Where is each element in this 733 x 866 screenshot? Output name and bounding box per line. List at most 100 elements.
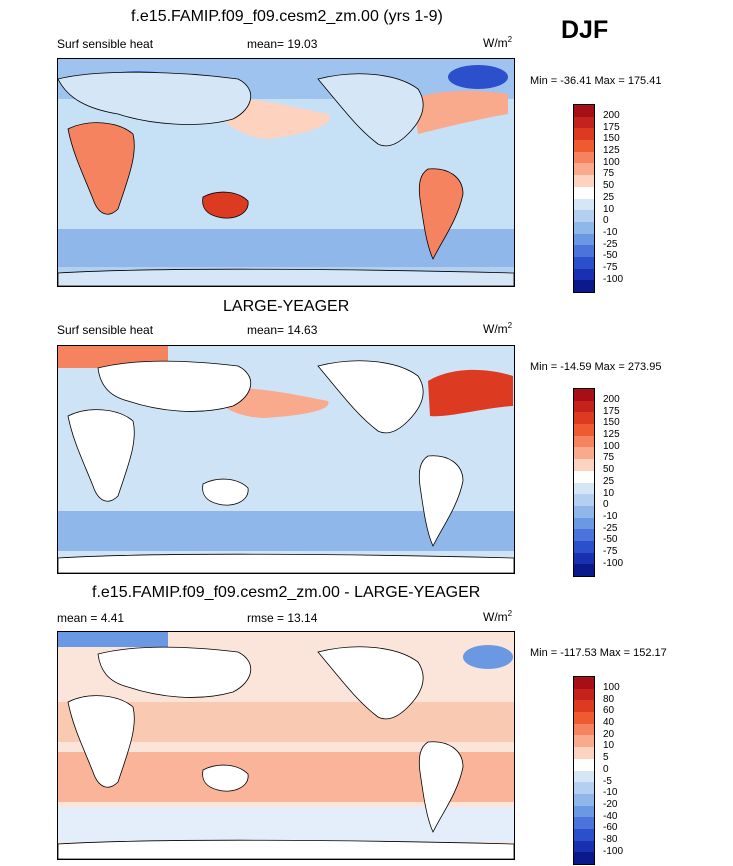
season-label: DJF bbox=[561, 16, 609, 44]
panel-1-mean-label: mean= 19.03 bbox=[247, 37, 318, 51]
colorbar-swatch bbox=[574, 256, 594, 269]
colorbar-swatch bbox=[574, 712, 594, 724]
colorbar-swatch bbox=[574, 140, 594, 152]
colorbar-tick-label: -25 bbox=[603, 522, 618, 534]
colorbar-swatch bbox=[574, 564, 594, 576]
colorbar-swatch bbox=[574, 782, 594, 794]
panel-1-units: W/m2 bbox=[483, 35, 513, 50]
panel-3-colorbar-labels: 100 80 60 40 20 10 5 0 -5 -10 -20 -40 -60 -80 -100 bbox=[603, 683, 623, 858]
panel-1-map bbox=[57, 58, 515, 287]
colorbar-swatch bbox=[574, 186, 594, 199]
eurasia bbox=[97, 646, 252, 698]
colorbar-swatch bbox=[574, 459, 594, 471]
panel-3-colorbar bbox=[573, 676, 595, 865]
colorbar-swatch bbox=[574, 268, 594, 281]
colorbar-tick-label: 125 bbox=[603, 145, 620, 157]
eurasia bbox=[58, 71, 252, 125]
colorbar-swatch bbox=[574, 852, 594, 864]
colorbar-tick-label: -40 bbox=[603, 810, 618, 822]
colorbar-swatch bbox=[574, 552, 594, 565]
colorbar-tick-label: 200 bbox=[603, 110, 620, 121]
panel-2-mean-label: mean= 14.63 bbox=[247, 323, 318, 337]
colorbar-swatch bbox=[574, 758, 594, 771]
panel-2-minmax: Min = -14.59 Max = 273.95 bbox=[530, 361, 662, 373]
colorbar-swatch bbox=[574, 540, 594, 553]
panel-2-map bbox=[57, 345, 515, 574]
colorbar-tick-label: -10 bbox=[603, 226, 618, 238]
north-america bbox=[317, 646, 424, 720]
south-america bbox=[418, 741, 464, 833]
colorbar-swatch bbox=[574, 447, 594, 460]
panel-1-colorbar bbox=[573, 104, 595, 293]
colorbar-swatch bbox=[574, 735, 594, 748]
panel-2-title: LARGE-YEAGER bbox=[223, 298, 350, 315]
colorbar-tick-label: 75 bbox=[603, 168, 615, 180]
colorbar-swatch bbox=[574, 116, 594, 129]
colorbar-tick-label: 150 bbox=[603, 133, 620, 145]
panel-1-colorbar-labels: 200 175 150 125 100 75 50 25 10 0 -10 -25 -50 -75 -100 bbox=[603, 111, 623, 286]
colorbar-swatch bbox=[574, 280, 594, 292]
panel-1-variable-label: Surf sensible heat bbox=[57, 37, 154, 51]
colorbar-swatch bbox=[574, 400, 594, 413]
colorbar-tick-label: -50 bbox=[603, 250, 618, 262]
south-america bbox=[418, 455, 464, 547]
colorbar-swatch bbox=[574, 793, 594, 806]
colorbar-swatch bbox=[574, 677, 594, 689]
antarctica bbox=[58, 839, 514, 859]
colorbar-tick-label: 60 bbox=[603, 705, 615, 717]
colorbar-tick-label: 100 bbox=[603, 440, 620, 452]
colorbar-tick-label: 25 bbox=[603, 475, 615, 487]
colorbar-swatch bbox=[574, 412, 594, 425]
gulf-stream-anomaly bbox=[428, 369, 513, 417]
colorbar-tick-label: 20 bbox=[603, 728, 615, 740]
australia bbox=[202, 191, 249, 219]
colorbar-tick-label: 75 bbox=[603, 452, 615, 464]
panel-1-title: f.e15.FAMIP.f09_f09.cesm2_zm.00 (yrs 1-9… bbox=[131, 8, 443, 25]
colorbar-swatch bbox=[574, 700, 594, 713]
colorbar-tick-label: -75 bbox=[603, 545, 618, 557]
antarctica bbox=[58, 553, 514, 573]
panel-3-title: f.e15.FAMIP.f09_f09.cesm2_zm.00 - LARGE-… bbox=[92, 584, 481, 601]
colorbar-swatch bbox=[574, 233, 594, 246]
north-america bbox=[317, 360, 424, 434]
panel-1-minmax: Min = -36.41 Max = 175.41 bbox=[530, 75, 662, 87]
colorbar-tick-label: 10 bbox=[603, 487, 615, 499]
colorbar-swatch bbox=[574, 529, 594, 541]
colorbar-swatch bbox=[574, 198, 594, 211]
greenland-cold bbox=[448, 65, 508, 89]
africa bbox=[67, 695, 135, 788]
australia bbox=[202, 764, 249, 792]
panel-3-rmse-label: rmse = 13.14 bbox=[247, 611, 318, 625]
panel-3-minmax: Min = -117.53 Max = 152.17 bbox=[530, 647, 667, 659]
colorbar-swatch bbox=[574, 210, 594, 222]
colorbar-tick-label: 40 bbox=[603, 717, 615, 729]
colorbar-swatch bbox=[574, 389, 594, 401]
colorbar-tick-label: 175 bbox=[603, 121, 620, 133]
colorbar-swatch bbox=[574, 770, 594, 783]
colorbar-swatch bbox=[574, 828, 594, 841]
colorbar-tick-label: 100 bbox=[603, 156, 620, 168]
north-polar-cold bbox=[58, 632, 168, 647]
colorbar-tick-label: -10 bbox=[603, 510, 618, 522]
colorbar-tick-label: 175 bbox=[603, 405, 620, 417]
colorbar-swatch bbox=[574, 151, 594, 164]
colorbar-tick-label: -10 bbox=[603, 787, 618, 799]
panel-3-units: W/m2 bbox=[483, 609, 513, 624]
colorbar-tick-label: -80 bbox=[603, 833, 618, 845]
colorbar-tick-label: 150 bbox=[603, 417, 620, 429]
colorbar-swatch bbox=[574, 105, 594, 117]
south-america bbox=[418, 168, 464, 260]
colorbar-swatch bbox=[574, 494, 594, 506]
colorbar-swatch bbox=[574, 221, 594, 234]
panel-3-mean-label: mean = 4.41 bbox=[57, 611, 125, 625]
africa bbox=[67, 122, 135, 215]
greenland-cold bbox=[463, 645, 513, 669]
colorbar-tick-label: -75 bbox=[603, 261, 618, 273]
colorbar-tick-label: -20 bbox=[603, 798, 618, 810]
colorbar-swatch bbox=[574, 688, 594, 701]
colorbar-tick-label: 80 bbox=[603, 693, 615, 705]
colorbar-tick-label: -50 bbox=[603, 534, 618, 546]
colorbar-swatch bbox=[574, 505, 594, 518]
colorbar-swatch bbox=[574, 723, 594, 736]
colorbar-tick-label: -60 bbox=[603, 822, 618, 834]
